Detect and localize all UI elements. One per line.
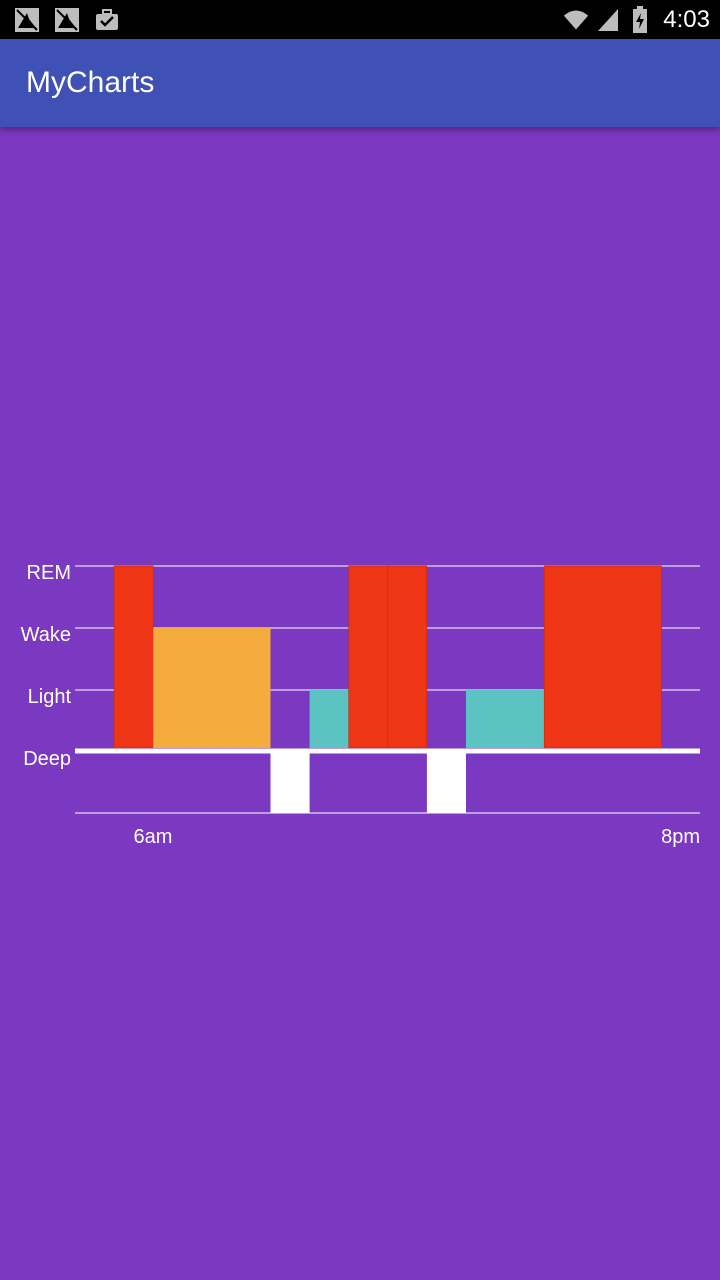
status-time: 4:03 — [663, 5, 710, 33]
segment-light — [309, 690, 349, 748]
app-title: MyCharts — [26, 66, 155, 99]
signal-icon — [595, 7, 621, 33]
y-tick-label: Deep — [23, 748, 71, 770]
segment-rem — [113, 565, 154, 749]
segment-deep — [270, 753, 310, 813]
segment-rem — [348, 565, 389, 749]
x-tick-label: 8pm — [661, 826, 700, 848]
y-tick-label: Wake — [21, 624, 71, 646]
x-tick-label: 6am — [134, 826, 173, 848]
briefcase-check-icon — [94, 7, 120, 33]
wifi-icon — [563, 7, 589, 33]
segment-rem — [387, 565, 428, 749]
notification-icon — [14, 7, 40, 33]
app-bar: MyCharts — [0, 39, 720, 127]
status-bar: 4:03 — [0, 0, 720, 39]
y-tick-label: REM — [27, 562, 71, 584]
segment-deep — [426, 753, 466, 813]
status-left — [14, 7, 120, 33]
status-right: 4:03 — [563, 5, 710, 34]
segment-rem — [543, 565, 662, 749]
segment-wake — [153, 628, 271, 748]
segment-light — [466, 690, 545, 748]
notification-icon — [54, 7, 80, 33]
battery-charging-icon — [627, 5, 653, 33]
y-tick-label: Light — [28, 686, 72, 708]
